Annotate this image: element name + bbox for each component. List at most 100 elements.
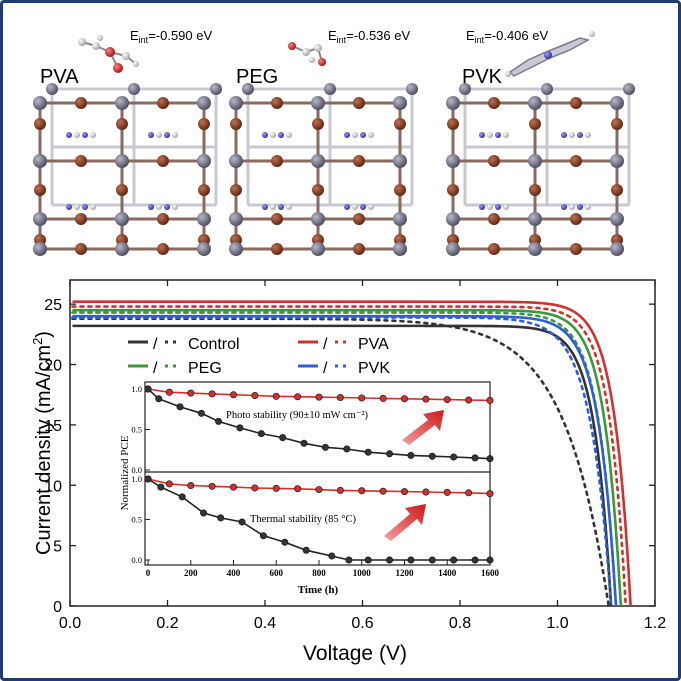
inset-1-point-control-15 <box>450 556 458 564</box>
inset-x-tick-label-6: 1200 <box>396 568 415 578</box>
inset-photo-annotation: Photo stability (90±10 mW cm⁻²) <box>226 410 369 421</box>
inset-0-point-treated-14 <box>443 396 451 404</box>
inset-1-point-control-16 <box>471 556 479 564</box>
inset-1-point-control-5 <box>238 518 246 526</box>
legend-pvk-label: PVK <box>358 360 390 377</box>
jv-series-pvk-dotted <box>71 316 613 608</box>
legend-peg-sep: / <box>153 360 158 377</box>
inset-0-point-control-15 <box>450 453 458 461</box>
inset-0-series-control <box>147 388 491 460</box>
inset-x-tick-label-7: 1400 <box>438 568 457 578</box>
inset-0-point-treated-16 <box>486 396 494 404</box>
inset-0-point-control-13 <box>407 451 415 459</box>
legend-control-sep: / <box>153 336 158 353</box>
jv-x-tick-label-4: 0.8 <box>449 615 471 632</box>
inset-0-point-control-2 <box>176 403 184 411</box>
structure-name-pvk: PVK <box>462 66 503 88</box>
inset-1-point-control-3 <box>200 509 208 517</box>
inset-0-point-control-9 <box>321 443 329 451</box>
lattice-image-1 <box>33 83 222 256</box>
inset-0-point-treated-11 <box>379 394 387 402</box>
inset-1-point-control-1 <box>157 483 165 491</box>
inset-1-point-treated-3 <box>208 482 216 490</box>
legend-pva-sep: / <box>323 336 328 353</box>
inset-1-point-treated-2 <box>187 482 195 490</box>
inset-0-point-control-14 <box>428 452 436 460</box>
jv-x-tick-label-3: 0.6 <box>351 615 373 632</box>
jv-x-tick-label-2: 0.4 <box>254 615 276 632</box>
jv-y-tick-label-0: 0 <box>53 599 62 616</box>
jv-axis-ticks: 0.0 0.2 0.4 0.6 0.8 1.0 1.2 0 5 10 15 20 25 <box>44 280 666 632</box>
inset-0-point-treated-3 <box>208 390 216 398</box>
thermal-stability-arrow <box>384 504 426 541</box>
inset-x-tick-label-4: 800 <box>312 568 326 578</box>
inset-0-point-control-3 <box>197 409 205 417</box>
inset-thermal-annotation: Thermal stability (85 °C) <box>250 514 356 525</box>
stability-inset: 0.00.51.00.00.51.00 200 400 600 800 1000 1200 1… <box>119 381 500 596</box>
legend-peg-label: PEG <box>188 360 222 377</box>
inset-0-point-treated-5 <box>251 392 259 400</box>
inset-1-point-treated-12 <box>400 488 408 496</box>
perovskite-lattice-images <box>33 83 635 256</box>
jv-y-tick-label-5: 25 <box>44 297 62 314</box>
inset-1-point-treated-13 <box>422 488 430 496</box>
inset-1-point-treated-4 <box>230 483 238 491</box>
pva-molecule-image <box>78 35 139 73</box>
inset-0-point-control-16 <box>471 454 479 462</box>
inset-curves <box>144 385 494 564</box>
inset-0-point-control-4 <box>215 417 223 425</box>
inset-0-point-treated-10 <box>358 394 366 402</box>
lattice-image-2 <box>229 83 418 256</box>
inset-1-point-treated-7 <box>294 485 302 493</box>
inset-y-axis-label: Normalized PCE <box>119 435 131 510</box>
inset-1-point-control-2 <box>178 493 186 501</box>
inset-1-point-control-13 <box>407 556 415 564</box>
inset-0-point-treated-2 <box>187 389 195 397</box>
inset-0-y-tick-label-0: 0.0 <box>131 465 142 475</box>
inset-0-point-control-10 <box>343 445 351 453</box>
inset-1-point-control-9 <box>328 552 336 560</box>
inset-1-point-treated-1 <box>165 480 173 488</box>
jv-curves <box>71 300 632 608</box>
jv-y-axis-label: Current density (mA/cm2) <box>30 331 55 555</box>
inset-0-point-control-0 <box>144 385 152 393</box>
inset-1-point-control-4 <box>217 514 225 522</box>
inset-0-point-treated-1 <box>165 388 173 396</box>
jv-y-tick-label-1: 5 <box>53 539 62 556</box>
jv-chart: 0.0 0.2 0.4 0.6 0.8 1.0 1.2 0 5 10 15 20 25 Voltage … <box>30 279 666 665</box>
structure-name-peg: PEG <box>236 66 278 88</box>
inset-x-tick-label-2: 400 <box>227 568 241 578</box>
inset-0-y-tick-label-2: 1.0 <box>131 384 142 394</box>
inset-axis-ticks: 0.00.51.00.00.51.00 200 400 600 800 1000 1200 1… <box>131 384 499 578</box>
inset-0-point-control-5 <box>236 424 244 432</box>
jv-y-tick-label-2: 10 <box>44 478 62 495</box>
inset-0-point-treated-13 <box>422 395 430 403</box>
legend-pvk-sep: / <box>323 360 328 377</box>
jv-x-axis-label: Voltage (V) <box>303 642 407 665</box>
inset-1-point-treated-9 <box>336 486 344 494</box>
inset-0-point-control-8 <box>300 439 308 447</box>
inset-0-point-treated-7 <box>294 393 302 401</box>
jv-x-tick-label-5: 1.0 <box>546 615 568 632</box>
inset-0-point-control-17 <box>486 455 494 463</box>
peg-molecule-image <box>288 42 326 66</box>
lattice-image-3 <box>446 83 635 256</box>
jv-legend: / Control / PVA / PEG / PVK <box>128 336 390 377</box>
inset-x-tick-label-3: 600 <box>270 568 284 578</box>
jv-series-peg-dotted <box>71 311 618 608</box>
pvk-molecule-image <box>505 31 595 77</box>
inset-0-point-control-7 <box>279 434 287 442</box>
inset-1-point-treated-14 <box>443 488 451 496</box>
inset-0-point-control-1 <box>155 395 163 403</box>
inset-1-point-control-7 <box>281 538 289 546</box>
inset-0-point-treated-4 <box>230 391 238 399</box>
structures-panel: PVA PEG PVK Eint=-0.590 eV Eint=-0.536 e… <box>33 28 635 256</box>
inset-x-tick-label-8: 1600 <box>481 568 500 578</box>
inset-1-y-tick-label-1: 0.5 <box>131 515 142 525</box>
inset-1-point-control-11 <box>364 556 372 564</box>
inset-x-tick-label-1: 200 <box>184 568 198 578</box>
energy-label-pvk: Eint=-0.406 eV <box>466 28 548 45</box>
jv-x-tick-label-1: 0.2 <box>156 615 178 632</box>
